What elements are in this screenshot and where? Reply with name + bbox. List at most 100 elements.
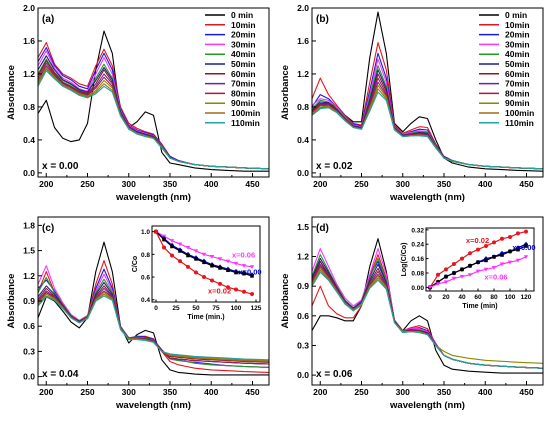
series-group [38,30,269,172]
inset-marker [500,253,504,257]
inset-x-tick-label: 50 [192,305,200,312]
inset-x-tick-label: 25 [172,305,180,312]
inset-x-tick-label: 40 [458,294,466,301]
legend-label: 100min [231,108,260,118]
y-tick-label: 0.4 [23,135,35,145]
inset-x-tick-label: 0 [154,305,158,312]
inset-marker [427,285,433,290]
inset-marker [491,266,497,270]
inset-marker [226,285,230,290]
inset-marker [475,269,481,274]
legend-label: 10min [231,20,256,30]
series-line-110min [312,91,543,170]
inset-marker [201,252,207,257]
y-tick-label: 0.9 [297,281,309,291]
inset-x-tick-label: 60 [474,294,482,301]
legend-label: 80min [231,88,256,98]
inset-x-tick-label: 0 [428,294,432,301]
x-tick-label: 350 [437,387,451,397]
x-tick-label: 350 [163,387,177,397]
y-tick-label: 0.0 [297,168,309,178]
x-tick-label: 350 [437,179,451,189]
inset-marker [242,289,246,294]
inset-marker [162,237,166,242]
x-tick-label: 400 [478,387,492,397]
inset-marker [524,229,528,234]
legend: 0 min10min20min30min40min50min60min70min… [205,10,260,128]
inset-marker [217,257,223,262]
inset-marker [499,262,505,267]
x-axis-label: wavelength (nm) [115,192,191,203]
inset-marker [508,235,512,239]
y-tick-label: 2.0 [297,3,309,13]
panel-label: (b) [316,14,329,25]
inset-marker [241,264,247,268]
x-tick-label: 250 [354,179,368,189]
inset-marker [524,244,528,248]
legend-label: 60min [505,69,530,79]
inset-x-tick-label: 75 [212,305,220,312]
x-axis-label: wavelength (nm) [389,400,465,411]
y-axis-label: Absorbance [6,274,17,329]
y-tick-label: 0.8 [297,102,309,112]
panel-d: 200 250 300 350 400 4500.00.30.60.91.21.5wave… [280,216,544,411]
inset-series-label: x=0.02 [466,236,489,245]
series-group [38,241,269,376]
inset-marker [516,247,520,252]
legend-label: 50min [505,59,530,69]
composition-note: x = 0.02 [316,161,353,172]
legend-label: 40min [505,49,530,59]
inset-x-label: Time (min.) [187,314,224,321]
legend-label: 80min [505,88,530,98]
inset-marker [460,267,464,272]
legend-label: 40min [231,49,256,59]
legend-label: 30min [505,39,530,49]
inset-frame [151,225,261,303]
inset-marker [185,245,191,250]
panel-label: (d) [316,223,329,234]
inset-marker [515,258,521,263]
inset-marker [186,264,190,269]
inset-marker [209,255,215,259]
inset-marker [468,251,472,256]
inset-x-tick-label: 100 [505,294,516,301]
inset-x-tick-label: 100 [231,305,242,312]
inset-marker [234,270,238,275]
legend-label: 70min [505,79,530,89]
inset-marker [476,247,480,252]
inset-marker [452,262,456,266]
composition-note: x = 0.00 [42,161,79,172]
inset-x-tick-label: 20 [442,294,450,301]
x-tick-label: 400 [204,179,218,189]
inset-marker [226,268,230,273]
y-tick-label: 1.6 [23,36,35,46]
inset-marker [444,267,448,272]
legend-label: 20min [505,30,530,40]
plot-frame [311,216,544,386]
y-tick-label: 1.2 [297,69,309,79]
inset-series-label: x=0.02 [208,286,231,295]
inset-marker [218,266,222,270]
y-tick-label: 0.9 [23,296,35,306]
inset-marker [202,275,206,280]
y-tick-label: 0.0 [297,370,309,380]
y-tick-label: 0.6 [23,321,35,331]
y-tick-label: 0.3 [23,346,35,356]
inset-marker [249,265,255,270]
legend-label: 30min [231,39,256,49]
y-axis-label: Absorbance [6,65,17,120]
y-tick-label: 0.0 [23,168,35,178]
inset-series-label: x=0.06 [232,250,255,259]
inset-y-tick-label: 0.32 [411,227,424,234]
inset-marker [435,282,441,286]
inset-y-tick-label: 0.6 [141,275,150,282]
y-tick-label: 1.2 [297,252,309,262]
inset-x-tick-label: 80 [490,294,498,301]
legend-label: 90min [231,98,256,108]
series-group [312,11,543,172]
composition-note: x = 0.06 [316,369,353,380]
panel-b: 200 250 300 350 400 450 0.0 0.4 0.8 1.2 1.6 2.0 wave… [280,3,544,203]
y-tick-label: 2.0 [23,3,35,13]
inset-y-label: Log(C/Co) [401,243,408,277]
